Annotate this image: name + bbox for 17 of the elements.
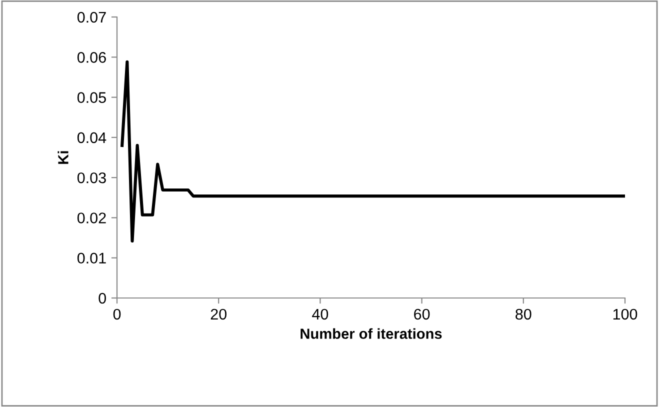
x-axis-title: Number of iterations — [300, 328, 442, 339]
x-tick-label: 80 — [516, 308, 532, 320]
x-tick-label: 60 — [414, 308, 430, 320]
y-tick-label: 0.01 — [77, 252, 106, 264]
x-tick-label: 100 — [613, 308, 638, 320]
y-tick-label: 0.05 — [77, 92, 106, 103]
y-tick-label: 0 — [98, 292, 106, 304]
x-tick-label: 20 — [210, 308, 226, 320]
x-tick-label: 40 — [312, 308, 328, 320]
y-axis-title: Ki — [58, 151, 68, 164]
y-tick-label: 0.07 — [77, 12, 106, 23]
y-tick-label: 0.04 — [77, 132, 106, 144]
x-tick-label: 0 — [113, 308, 121, 320]
line-series — [120, 60, 625, 243]
y-tick-label: 0.03 — [77, 172, 106, 184]
y-tick-label: 0.06 — [77, 52, 106, 63]
y-tick-label: 0.02 — [77, 212, 106, 224]
